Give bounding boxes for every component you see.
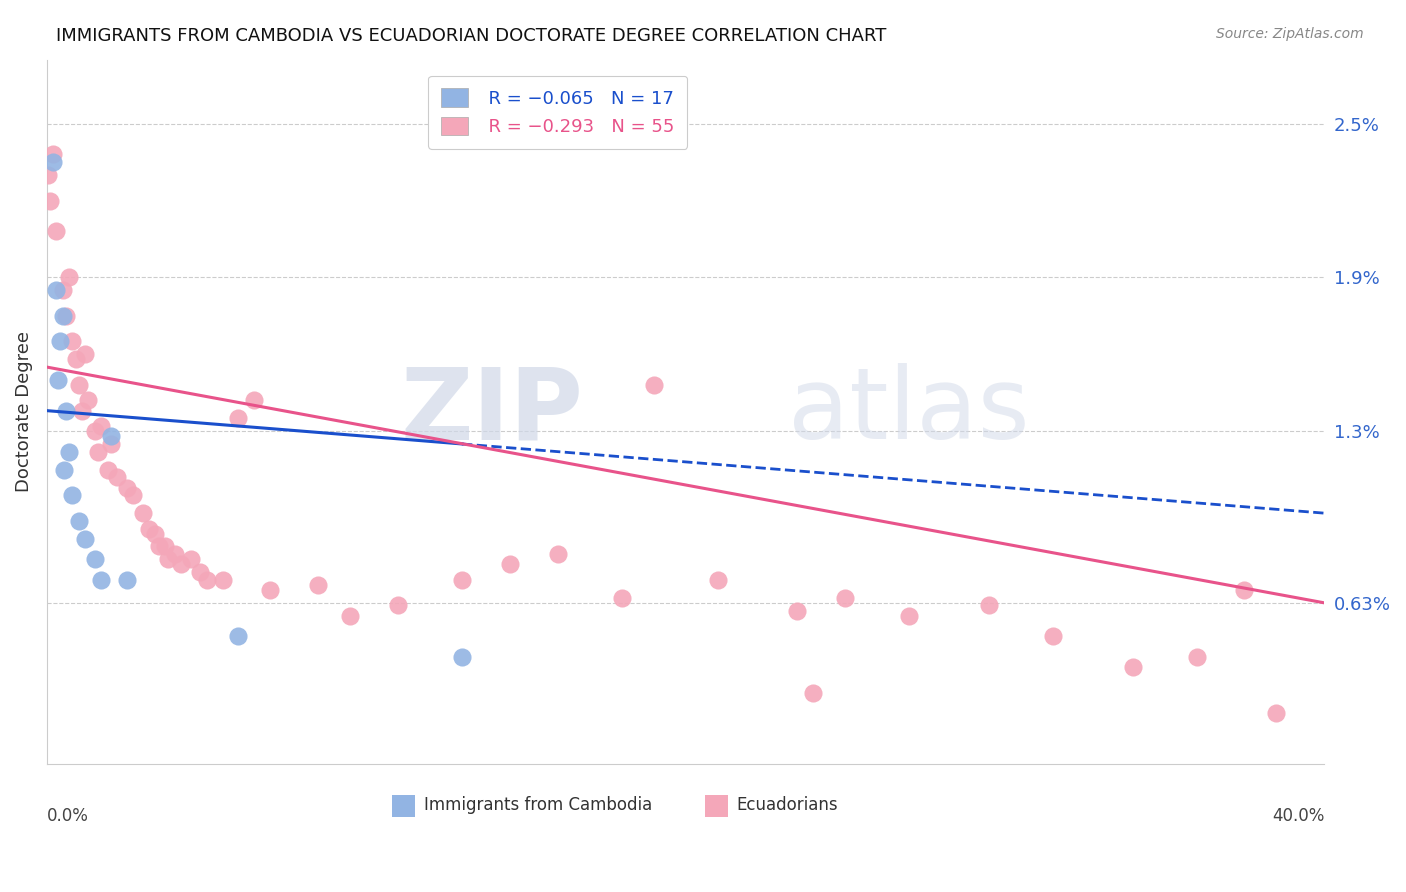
Text: 40.0%: 40.0% <box>1272 806 1324 824</box>
Point <box>1042 629 1064 643</box>
Point <box>55 403 77 417</box>
Point <box>243 393 266 408</box>
Point <box>115 481 138 495</box>
Point <box>55 309 77 323</box>
Point <box>610 591 633 605</box>
Point <box>228 629 250 643</box>
Point <box>307 578 329 592</box>
Point <box>97 462 120 476</box>
FancyBboxPatch shape <box>704 795 728 817</box>
Text: Source: ZipAtlas.com: Source: ZipAtlas.com <box>1216 27 1364 41</box>
Point <box>75 347 97 361</box>
Point <box>45 224 67 238</box>
Point <box>211 573 233 587</box>
Point <box>42 147 65 161</box>
Point <box>801 685 824 699</box>
Point <box>77 393 100 408</box>
Point <box>62 488 84 502</box>
Point <box>188 565 211 579</box>
Point <box>42 155 65 169</box>
Point <box>339 608 361 623</box>
Point <box>1265 706 1288 720</box>
Text: ZIP: ZIP <box>401 363 583 460</box>
Legend:   R = −0.065   N = 17,   R = −0.293   N = 55: R = −0.065 N = 17, R = −0.293 N = 55 <box>429 76 688 149</box>
Point <box>153 540 176 554</box>
Point <box>58 270 80 285</box>
Point <box>58 444 80 458</box>
Point <box>100 429 122 443</box>
Text: Ecuadorians: Ecuadorians <box>737 797 838 814</box>
Point <box>100 437 122 451</box>
Point <box>451 649 474 664</box>
Point <box>228 411 250 425</box>
Point <box>90 419 112 434</box>
Text: IMMIGRANTS FROM CAMBODIA VS ECUADORIAN DOCTORATE DEGREE CORRELATION CHART: IMMIGRANTS FROM CAMBODIA VS ECUADORIAN D… <box>56 27 887 45</box>
Point <box>387 599 409 613</box>
Y-axis label: Doctorate Degree: Doctorate Degree <box>15 332 32 492</box>
Point <box>706 573 728 587</box>
Text: Immigrants from Cambodia: Immigrants from Cambodia <box>423 797 652 814</box>
Point <box>46 373 69 387</box>
Point <box>499 558 522 572</box>
Point <box>180 552 202 566</box>
Point <box>90 573 112 587</box>
Point <box>547 547 569 561</box>
Point <box>643 378 665 392</box>
Point <box>48 334 70 349</box>
Point <box>53 462 76 476</box>
Point <box>1122 660 1144 674</box>
Point <box>977 599 1000 613</box>
Point <box>786 603 808 617</box>
Point <box>451 573 474 587</box>
Point <box>52 283 75 297</box>
Point <box>52 309 75 323</box>
Point <box>39 194 62 208</box>
Point <box>67 514 90 528</box>
Point <box>37 168 59 182</box>
Point <box>65 352 87 367</box>
Point <box>145 526 167 541</box>
Point <box>834 591 856 605</box>
Point <box>67 378 90 392</box>
Point <box>138 522 160 536</box>
Point <box>45 283 67 297</box>
Point <box>1185 649 1208 664</box>
Point <box>75 532 97 546</box>
Point <box>195 573 218 587</box>
Point <box>1233 582 1256 597</box>
Point <box>122 488 145 502</box>
Point <box>62 334 84 349</box>
Point <box>115 573 138 587</box>
FancyBboxPatch shape <box>392 795 415 817</box>
Point <box>83 424 105 438</box>
Point <box>105 470 128 484</box>
Text: atlas: atlas <box>787 363 1029 460</box>
Point <box>898 608 921 623</box>
Point <box>148 540 170 554</box>
Point <box>70 403 93 417</box>
Point <box>163 547 186 561</box>
Point <box>157 552 180 566</box>
Point <box>259 582 281 597</box>
Point <box>170 558 193 572</box>
Text: 0.0%: 0.0% <box>46 806 89 824</box>
Point <box>83 552 105 566</box>
Point <box>87 444 110 458</box>
Point <box>131 506 153 520</box>
